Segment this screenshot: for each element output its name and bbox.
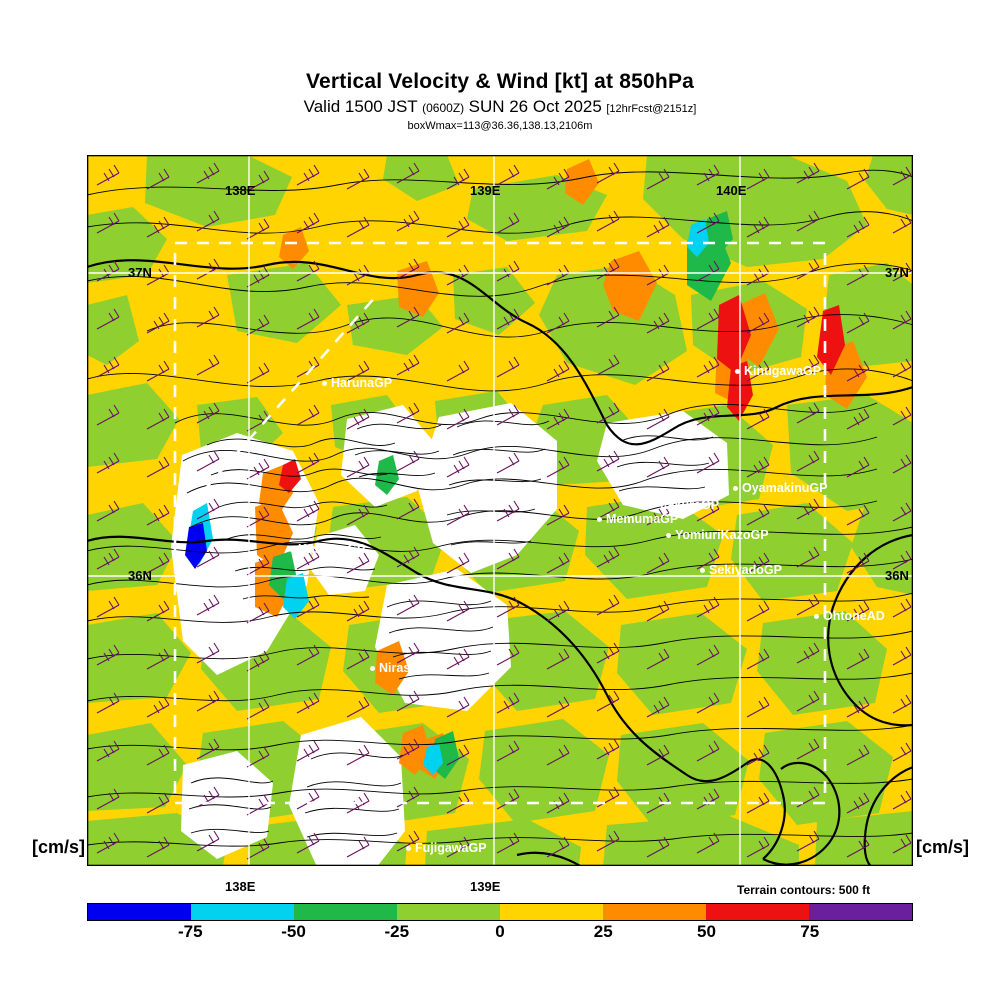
valid-label: Valid 1500 JST xyxy=(303,97,418,116)
station-dot-icon xyxy=(322,380,327,386)
utc-label: (0600Z) xyxy=(422,101,465,115)
station-marker[interactable]: OhtoneAD xyxy=(814,610,885,622)
station-dot-icon xyxy=(814,613,819,619)
inner-domain-box xyxy=(173,241,827,805)
page-title: Vertical Velocity & Wind [kt] at 850hPa xyxy=(305,70,695,93)
station-label: KinugawaGP xyxy=(744,364,822,378)
lat-tick-right-37n: 37N xyxy=(885,265,909,280)
lon-tick-bottom-138e: 138E xyxy=(225,879,256,894)
station-label: ItakuraGP xyxy=(660,498,720,512)
wind-barbs xyxy=(96,162,912,860)
colorbar-segment-4 xyxy=(500,904,603,920)
lon-tick-top-140e: 140E xyxy=(716,183,747,198)
station-marker[interactable]: MemumaGP xyxy=(597,513,678,525)
station-marker[interactable]: OyamakinuGP xyxy=(733,482,827,494)
colorbar-segment-6 xyxy=(706,904,809,920)
station-dot-icon xyxy=(370,665,375,671)
lon-tick-bottom-139e: 139E xyxy=(470,879,501,894)
station-label: MemumaGP xyxy=(606,512,679,526)
lon-tick-top-138e: 138E xyxy=(225,183,256,198)
station-dot-icon xyxy=(406,845,411,851)
colorbar-ticks: -75 -50 -25 0 25 50 75 xyxy=(87,922,913,948)
title-block: Vertical Velocity & Wind [kt] at 850hPa … xyxy=(0,0,1000,132)
station-label: OyamakinuGP xyxy=(742,481,828,495)
terrain-contours xyxy=(87,169,913,847)
station-dot-icon xyxy=(651,502,656,508)
colorbar-segment-2 xyxy=(294,904,397,920)
station-marker[interactable]: FujigawaGP xyxy=(406,842,487,854)
station-label: HarunaGP xyxy=(331,376,393,390)
station-dot-icon xyxy=(733,485,738,491)
colorbar[interactable] xyxy=(87,903,913,921)
boxmax-label: boxWmax=113@36.36,138.13,2106m xyxy=(407,120,593,132)
colorbar-segment-5 xyxy=(603,904,706,920)
station-dot-icon xyxy=(700,567,705,573)
station-label: OhtoneAD xyxy=(823,609,885,623)
map-canvas[interactable] xyxy=(87,155,913,866)
lat-tick-left-37n: 37N xyxy=(128,265,152,280)
station-label: YomiuriKazoGP xyxy=(675,528,769,542)
station-dot-icon xyxy=(735,368,740,374)
station-marker[interactable]: NirasakiGP xyxy=(370,662,446,674)
map-frame xyxy=(87,155,913,866)
station-marker[interactable]: KinugawaGP xyxy=(735,365,821,377)
units-left: [cm/s] xyxy=(32,837,86,857)
terrain-contour-note: Terrain contours: 500 ft xyxy=(737,883,871,897)
colorbar-tick--75: -75 xyxy=(177,922,203,941)
colorbar-tick-25: 25 xyxy=(593,922,613,941)
forecast-label: [12hrFcst@2151z] xyxy=(606,103,697,115)
colorbar-segment-3 xyxy=(397,904,500,920)
station-dot-icon xyxy=(597,516,602,522)
colorbar-tick--50: -50 xyxy=(281,922,306,941)
station-label: KusatsuGP xyxy=(298,542,366,556)
colorbar-tick-0: 0 xyxy=(495,922,505,941)
colorbar-tick--25: -25 xyxy=(384,922,410,941)
station-marker[interactable]: ItakuraGP xyxy=(651,499,719,511)
station-label: FujigawaGP xyxy=(415,841,487,855)
station-marker[interactable]: SekiyadoGP xyxy=(700,564,782,576)
colorbar-tick-75: 75 xyxy=(800,922,820,941)
colorbar-tick-50: 50 xyxy=(697,922,716,941)
lat-tick-right-36n: 36N xyxy=(885,568,909,583)
lat-tick-left-36n: 36N xyxy=(128,568,152,583)
units-right: [cm/s] xyxy=(916,837,970,857)
station-dot-icon xyxy=(666,532,671,538)
colorbar-segment-0 xyxy=(88,904,191,920)
station-marker[interactable]: KusatsuGP xyxy=(289,543,365,555)
station-marker[interactable]: HarunaGP xyxy=(322,377,392,389)
map-panel[interactable]: KinugawaGP OyamakinuGP ItakuraGP MemumaGP Yo… xyxy=(87,155,913,866)
station-dot-icon xyxy=(289,546,294,552)
coastline xyxy=(87,259,913,866)
station-label: SekiyadoGP xyxy=(709,563,782,577)
date-label: SUN 26 Oct 2025 xyxy=(468,97,602,116)
lon-tick-top-139e: 139E xyxy=(470,183,501,198)
colorbar-segment-7 xyxy=(809,904,912,920)
colorbar-segment-1 xyxy=(191,904,294,920)
valid-time-line: Valid 1500 JST (0600Z) SUN 26 Oct 2025 [… xyxy=(0,98,1000,118)
field-cool-patches xyxy=(185,211,733,779)
station-marker[interactable]: YomiuriKazoGP xyxy=(666,529,769,541)
station-label: NirasakiGP xyxy=(379,661,446,675)
graticule xyxy=(87,155,913,866)
